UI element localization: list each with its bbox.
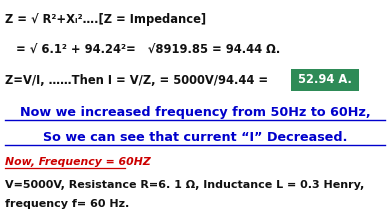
Text: = √ 6.1² + 94.24²=   √8919.85 = 94.44 Ω.: = √ 6.1² + 94.24²= √8919.85 = 94.44 Ω. [16,43,280,56]
Text: frequency f= 60 Hz.: frequency f= 60 Hz. [5,198,129,209]
Text: Now we increased frequency from 50Hz to 60Hz,: Now we increased frequency from 50Hz to … [20,106,370,119]
Text: Z = √ R²+Xₗ²….[Z = Impedance]: Z = √ R²+Xₗ²….[Z = Impedance] [5,13,206,26]
Text: 52.94 A.: 52.94 A. [298,73,352,86]
Text: So we can see that current “I” Decreased.: So we can see that current “I” Decreased… [43,131,347,144]
FancyBboxPatch shape [291,69,359,91]
Text: V=5000V, Resistance R=6. 1 Ω, Inductance L = 0.3 Henry,: V=5000V, Resistance R=6. 1 Ω, Inductance… [5,180,364,190]
Text: Now, Frequency = 60HZ: Now, Frequency = 60HZ [5,157,151,167]
Text: Z=V/I, ……Then I = V/Z, = 5000V/94.44 =: Z=V/I, ……Then I = V/Z, = 5000V/94.44 = [5,74,272,87]
